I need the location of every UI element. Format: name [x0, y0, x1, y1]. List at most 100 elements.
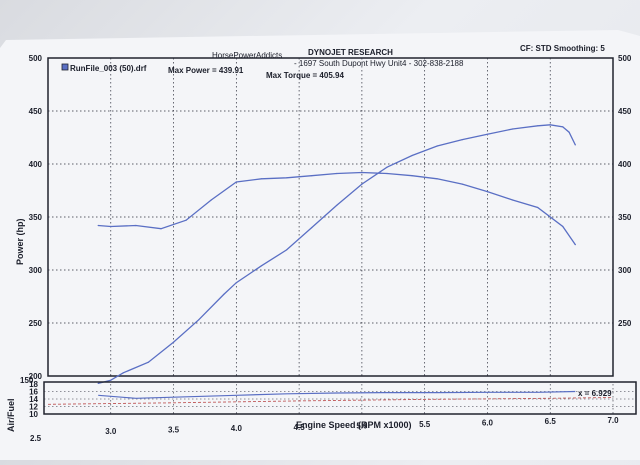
afr-y-tick-3: 12	[29, 403, 38, 412]
x-tick-7: 6.5	[545, 417, 557, 426]
afr-annotation: x = 6.929	[578, 389, 612, 398]
data-point-0-11	[336, 204, 338, 206]
afr-extra-tick-top: 150	[20, 376, 34, 385]
data-point-1-17	[511, 199, 514, 201]
data-point-0-23	[574, 144, 576, 146]
data-point-0-20	[549, 124, 551, 126]
header-company: HorsePowerAddicts	[212, 51, 282, 60]
x-tick-4: 5.0	[356, 421, 368, 430]
header-address: - 1697 South Dupont Hwy Unit4 - 302-838-…	[294, 59, 464, 68]
y-tick-left-1: 250	[29, 319, 43, 328]
data-point-1-11	[361, 171, 363, 174]
legend-marker	[61, 63, 69, 71]
data-point-1-0	[97, 224, 99, 227]
y-tick-right-3: 400	[618, 160, 632, 169]
y-tick-left-3: 350	[29, 213, 43, 222]
data-point-1-18	[537, 206, 539, 209]
data-point-1-9	[311, 175, 313, 177]
data-point-0-21	[562, 126, 564, 128]
x-tick-0: 3.0	[105, 427, 117, 436]
data-point-0-5	[198, 319, 200, 321]
paper-sheet	[0, 30, 640, 460]
data-point-1-3	[160, 228, 162, 230]
legend-max-power: Max Power = 439.91	[168, 66, 244, 75]
data-point-1-7	[260, 178, 262, 180]
x-tick-6: 6.0	[482, 419, 494, 428]
data-point-0-2	[122, 372, 124, 374]
data-point-1-19	[562, 225, 564, 228]
main-grid	[48, 58, 613, 376]
afr-extra-tick-bottom: 2.5	[30, 434, 42, 443]
data-point-1-8	[286, 177, 288, 179]
legend-max-torque: Max Torque = 405.94	[266, 71, 344, 80]
y-tick-right-5: 500	[618, 54, 632, 63]
data-point-0-0	[97, 382, 99, 384]
data-point-0-8	[260, 265, 262, 267]
y-tick-right-0: 250	[618, 319, 632, 328]
x-tick-3: 4.5	[294, 423, 306, 432]
afr-series-line	[98, 390, 576, 399]
data-point-0-13	[386, 166, 388, 168]
data-point-1-13	[411, 175, 413, 177]
x-axis-title: Engine Speed (RPM x1000)	[296, 420, 412, 430]
data-point-1-20	[574, 244, 576, 246]
data-point-0-7	[235, 282, 237, 284]
afr-y-tick-4: 10	[29, 410, 38, 419]
data-point-0-14	[411, 154, 413, 157]
y-tick-right-1: 300	[618, 266, 632, 275]
data-point-0-19	[537, 125, 539, 127]
data-point-1-14	[436, 178, 438, 180]
data-point-1-6	[235, 181, 237, 183]
x-tick-2: 4.0	[231, 424, 243, 433]
data-point-1-4	[185, 219, 187, 221]
data-point-0-3	[147, 361, 149, 363]
y-tick-left-5: 450	[29, 107, 43, 116]
main-curves	[97, 124, 576, 385]
afr-reference-line	[47, 397, 614, 405]
y-ticks-right: 250 300 350 400 450 500	[618, 54, 632, 328]
x-tick-5: 5.5	[419, 420, 431, 429]
x-tick-1: 3.5	[168, 426, 180, 435]
y-tick-left-2: 300	[29, 266, 43, 275]
data-point-1-5	[210, 199, 212, 201]
data-point-0-10	[311, 227, 313, 229]
afr-curves	[47, 390, 614, 405]
y-tick-left-4: 400	[29, 160, 43, 169]
y-tick-left-6: 500	[29, 54, 43, 63]
afr-y-tick-2: 14	[29, 395, 38, 404]
data-point-0-15	[436, 145, 438, 147]
series-line-power	[98, 124, 576, 385]
data-point-1-1	[110, 225, 112, 228]
data-point-0-12	[361, 183, 363, 185]
data-point-1-10	[336, 172, 338, 175]
y-axis-title: Power (hp)	[15, 218, 25, 265]
afr-y-tick-0: 18	[29, 380, 38, 389]
data-point-0-17	[486, 133, 488, 135]
data-point-0-16	[461, 139, 463, 141]
x-ticks: 3.0 3.5 4.0 4.5 5.0 5.5 6.0 6.5 7.0	[105, 416, 619, 436]
data-point-0-4	[173, 341, 175, 343]
y-tick-left-0: 200	[29, 372, 43, 381]
y-ticks-left: 200 250 300 350 400 450 500	[29, 54, 43, 381]
header-brand: DYNOJET RESEARCH	[308, 48, 393, 57]
data-point-0-22	[568, 131, 570, 133]
afr-axis-title: Air/Fuel	[6, 398, 16, 432]
legend-run-file: RunFile_003 (50).drf	[70, 64, 147, 73]
y-tick-right-4: 450	[618, 107, 632, 116]
data-point-1-16	[486, 191, 488, 193]
data-point-0-18	[511, 128, 514, 130]
afr-plot-frame	[43, 381, 637, 415]
data-point-1-15	[461, 183, 463, 185]
data-point-1-12	[386, 172, 388, 175]
afr-y-tick-1: 16	[29, 388, 38, 397]
header-cf: CF: STD Smoothing: 5	[520, 44, 605, 53]
data-point-0-6	[223, 293, 225, 295]
data-point-1-2	[135, 224, 137, 227]
data-point-0-1	[110, 379, 112, 381]
data-point-0-9	[286, 249, 288, 251]
afr-grid	[44, 384, 636, 414]
y-tick-right-2: 350	[618, 213, 632, 222]
